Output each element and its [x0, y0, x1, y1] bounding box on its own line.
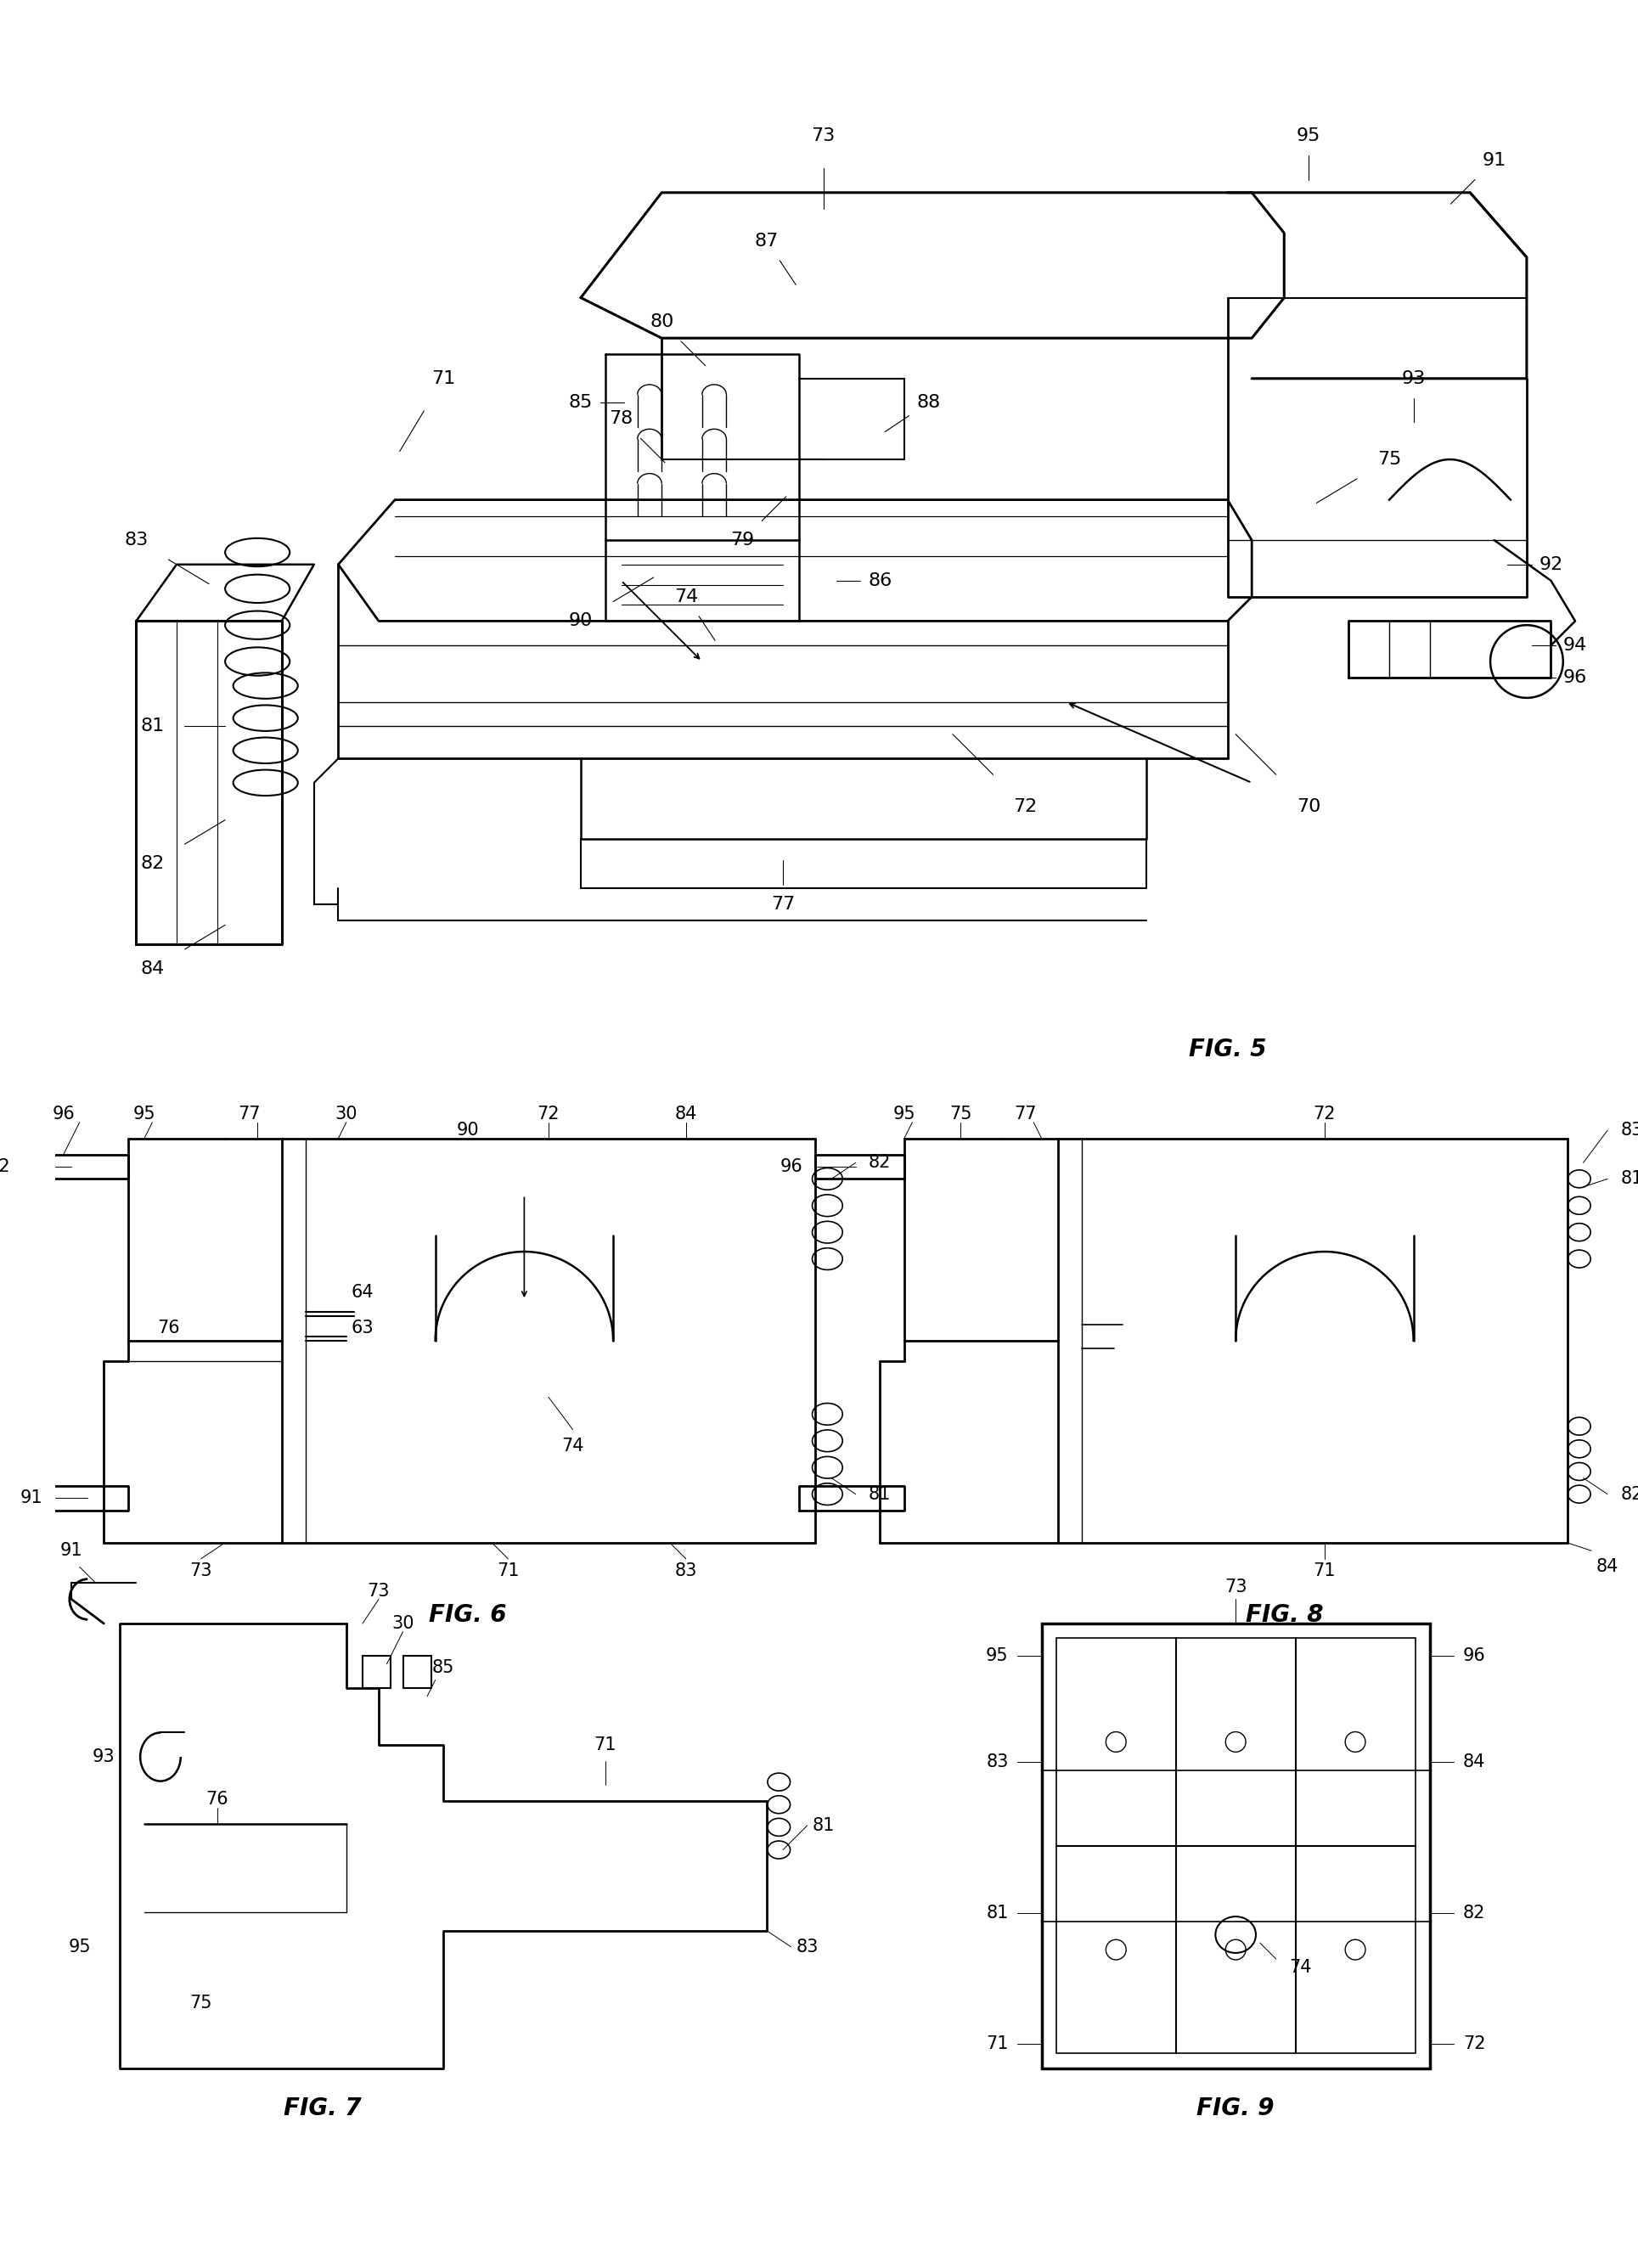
Text: 64: 64 — [351, 1284, 373, 1300]
Text: 93: 93 — [1402, 370, 1425, 388]
Text: 95: 95 — [1296, 127, 1320, 145]
Text: 82: 82 — [1463, 1905, 1486, 1921]
Text: 73: 73 — [367, 1583, 390, 1599]
Text: FIG. 8: FIG. 8 — [1245, 1603, 1324, 1628]
Text: 81: 81 — [986, 1905, 1009, 1921]
Text: 96: 96 — [1563, 669, 1587, 687]
Text: 71: 71 — [496, 1563, 519, 1579]
Text: 71: 71 — [595, 1737, 616, 1753]
Text: 95: 95 — [133, 1107, 156, 1123]
Text: 73: 73 — [190, 1563, 211, 1579]
Text: 84: 84 — [675, 1107, 698, 1123]
Text: 83: 83 — [986, 1753, 1009, 1771]
Text: 94: 94 — [1563, 637, 1587, 653]
Text: 76: 76 — [206, 1792, 228, 1808]
Text: 72: 72 — [1314, 1107, 1337, 1123]
Text: 80: 80 — [650, 313, 673, 331]
Text: 82: 82 — [868, 1154, 891, 1170]
Text: 91: 91 — [20, 1490, 43, 1506]
Text: 95: 95 — [893, 1107, 916, 1123]
Text: 73: 73 — [811, 127, 835, 145]
Text: 86: 86 — [868, 572, 893, 590]
Text: 83: 83 — [124, 531, 147, 549]
Text: 95: 95 — [986, 1647, 1009, 1665]
Text: 92: 92 — [0, 1159, 10, 1175]
Text: 88: 88 — [916, 395, 940, 411]
Text: 78: 78 — [609, 411, 634, 426]
Text: 74: 74 — [673, 587, 698, 606]
Text: 84: 84 — [1463, 1753, 1486, 1771]
Text: 92: 92 — [1540, 556, 1563, 574]
Text: 87: 87 — [755, 234, 778, 249]
Text: 76: 76 — [157, 1320, 180, 1336]
Text: 83: 83 — [675, 1563, 698, 1579]
Text: 72: 72 — [1463, 2034, 1486, 2053]
Text: 70: 70 — [1296, 798, 1320, 816]
Text: 96: 96 — [780, 1159, 803, 1175]
Text: 82: 82 — [1620, 1486, 1638, 1504]
Text: 30: 30 — [391, 1615, 414, 1633]
Text: 71: 71 — [986, 2034, 1009, 2053]
Text: 77: 77 — [1014, 1107, 1037, 1123]
Text: 72: 72 — [1014, 798, 1037, 816]
Text: 84: 84 — [141, 959, 164, 978]
Text: 85: 85 — [568, 395, 593, 411]
Text: 75: 75 — [950, 1107, 971, 1123]
Text: 93: 93 — [92, 1749, 115, 1765]
Text: FIG. 9: FIG. 9 — [1197, 2096, 1274, 2121]
Text: 83: 83 — [1620, 1123, 1638, 1139]
Text: 79: 79 — [731, 531, 755, 549]
Text: 74: 74 — [1289, 1960, 1312, 1975]
Text: 83: 83 — [796, 1939, 819, 1955]
Text: 71: 71 — [431, 370, 455, 388]
Text: 77: 77 — [238, 1107, 260, 1123]
Text: 90: 90 — [568, 612, 593, 631]
Text: 91: 91 — [1482, 152, 1507, 168]
Text: 75: 75 — [1378, 451, 1400, 467]
Text: 81: 81 — [868, 1486, 891, 1504]
Text: 63: 63 — [351, 1320, 373, 1336]
Text: 71: 71 — [1314, 1563, 1337, 1579]
Text: 96: 96 — [1463, 1647, 1486, 1665]
Text: 96: 96 — [52, 1107, 75, 1123]
Text: 72: 72 — [537, 1107, 560, 1123]
Text: FIG. 5: FIG. 5 — [1189, 1039, 1266, 1061]
Text: 91: 91 — [61, 1542, 84, 1558]
Text: 90: 90 — [457, 1123, 478, 1139]
Text: FIG. 6: FIG. 6 — [429, 1603, 506, 1628]
Text: 81: 81 — [141, 717, 164, 735]
Text: 77: 77 — [771, 896, 794, 912]
Text: 75: 75 — [190, 1996, 211, 2012]
Text: 84: 84 — [1597, 1558, 1618, 1576]
Text: 81: 81 — [812, 1817, 834, 1835]
Text: 82: 82 — [141, 855, 164, 873]
Text: 81: 81 — [1620, 1170, 1638, 1188]
Text: 74: 74 — [562, 1438, 585, 1454]
Text: 85: 85 — [432, 1660, 455, 1676]
Text: FIG. 7: FIG. 7 — [283, 2096, 360, 2121]
Text: 30: 30 — [336, 1107, 357, 1123]
Text: 73: 73 — [1224, 1579, 1247, 1597]
Text: 95: 95 — [69, 1939, 90, 1955]
